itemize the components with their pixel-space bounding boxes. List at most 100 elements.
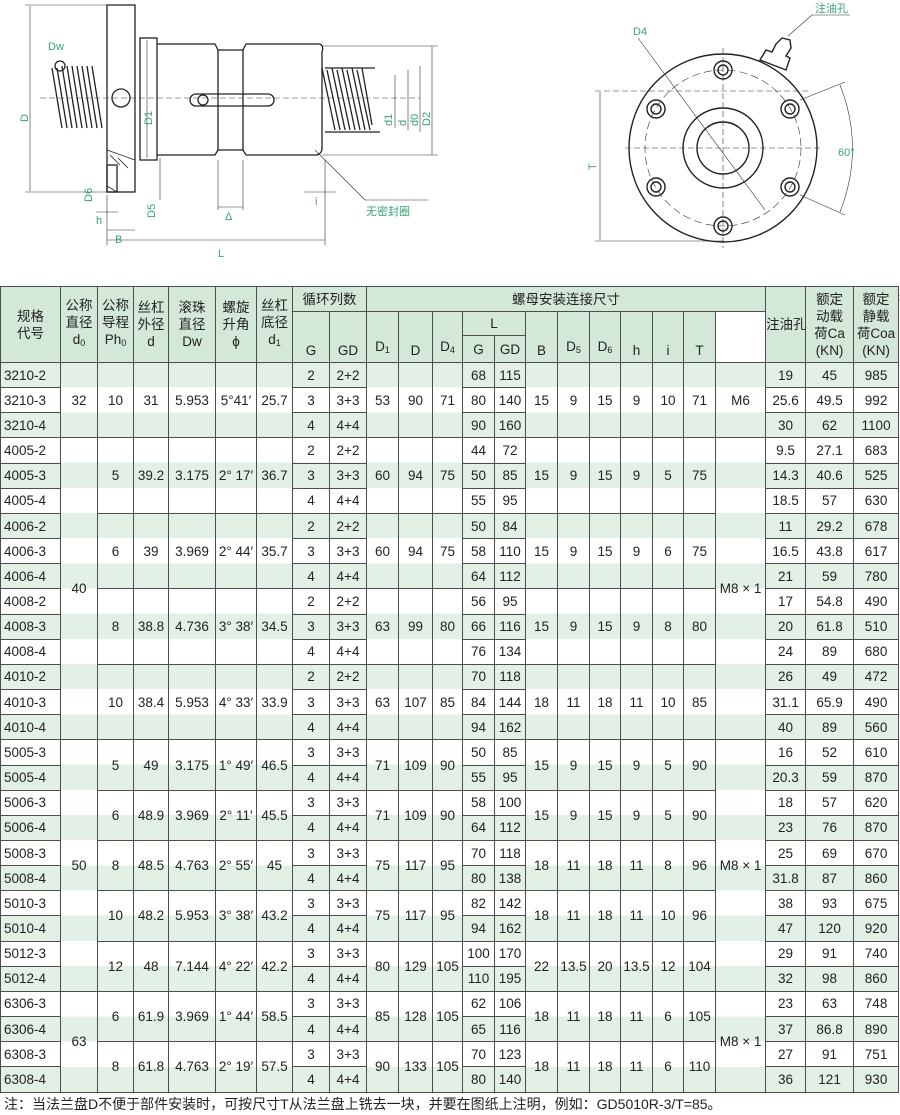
cell-kc: 860 xyxy=(853,865,900,892)
cell-phi: 2° 17′ xyxy=(215,437,257,514)
header-line: 荷Ca xyxy=(814,325,845,341)
cell-d1: 60 xyxy=(366,437,399,514)
cell-l-g: 58 xyxy=(462,789,495,816)
cell-model: 5006-4 xyxy=(0,814,61,841)
cell-gd: 4+4 xyxy=(329,915,367,942)
header-label: 注油孔 xyxy=(766,317,807,332)
cell-d1: 35.7 xyxy=(256,512,293,590)
header-coa: 额定 静载 荷Coa (KN) xyxy=(853,286,900,363)
cell-g: 3 xyxy=(292,1041,330,1068)
table-row: 6306-3 63 6 61.9 3.969 1° 44′ 58.5 3 3+3 85 128 105… xyxy=(0,990,900,1093)
cell-g: 4 xyxy=(292,412,330,439)
cell-l-g: 50 xyxy=(462,462,495,489)
cell-l-gd: 112 xyxy=(494,814,526,841)
cell-t: 104 xyxy=(683,940,716,992)
header-label: L xyxy=(490,316,498,331)
cell-kc: 860 xyxy=(853,965,900,992)
cell-coa: 59 xyxy=(805,764,855,791)
header-line: 额定 xyxy=(862,291,890,307)
header-line: 底径 xyxy=(261,315,288,330)
cell-dw: 5.953 xyxy=(168,361,216,439)
header-lg: G xyxy=(462,335,495,363)
cell-b: 15 xyxy=(525,739,558,791)
cell-coa: 98 xyxy=(805,965,855,992)
cell-h: 11 xyxy=(620,990,653,1043)
cell-coa: 63 xyxy=(805,990,855,1018)
cell-coa: 62 xyxy=(805,412,855,439)
header-symbol: D xyxy=(566,339,576,354)
cell-phi: 2° 19′ xyxy=(215,1041,257,1093)
cell-model: 4008-2 xyxy=(0,588,61,615)
header-subscript: 1 xyxy=(384,345,390,355)
cell-d6: 18 xyxy=(589,890,621,942)
cell-kc: 985 xyxy=(853,361,900,389)
table-row: 4010-2 10 38.4 5.953 4° 33′ 33.9 2 2+2 63 107 85 70… xyxy=(0,663,900,741)
cell-i: 6 xyxy=(652,990,684,1043)
label-d1: d1 xyxy=(383,114,395,126)
cell-h: 9 xyxy=(620,437,653,514)
header-row: 规格 代号 公称 直径 d0 公称 导程 Ph0 丝杠 外径 d 滚珠 直径 Dw 螺旋 升角 ϕ 丝杠 底径 d1 循… xyxy=(0,286,900,363)
cell-d1: 75 xyxy=(366,839,399,892)
header-symbol: B xyxy=(536,343,546,358)
cell-d1: 34.5 xyxy=(256,588,293,665)
cell-gd: 3+3 xyxy=(329,739,367,766)
cell-d: 31 xyxy=(133,361,169,439)
cell-dw: 3.969 xyxy=(168,512,216,590)
cell-kc: 751 xyxy=(853,1041,900,1068)
header-symbol: h xyxy=(632,343,641,358)
table-row: 4008-2 8 38.8 4.736 3° 38′ 34.5 2 2+2 63 99 80 56 95… xyxy=(0,588,900,665)
header-mount: 螺母安装连接尺寸 xyxy=(365,286,767,312)
header-symbol: D xyxy=(410,343,421,358)
header-subscript: 0 xyxy=(121,338,127,348)
cell-l-gd: 95 xyxy=(494,764,526,791)
cell-model: 4006-2 xyxy=(0,512,61,540)
cell-gd: 2+2 xyxy=(329,437,367,464)
header-d1: 丝杠 底径 d1 xyxy=(256,286,293,363)
cell-ca: 27 xyxy=(765,1041,807,1068)
table-row: 3210-4 4 4+4 90 160 30 62 1100 xyxy=(0,412,900,439)
cell-d: 99 xyxy=(398,588,433,665)
cell-kc: 1100 xyxy=(853,412,900,439)
label-no-seal: 无密封圈 xyxy=(366,204,410,218)
cell-d1: 53 xyxy=(366,361,399,439)
cell-d4: 85 xyxy=(432,663,463,741)
cell-l-gd: 162 xyxy=(494,714,526,741)
cell-l-gd: 140 xyxy=(494,1066,526,1093)
cell-ca: 16 xyxy=(765,739,807,766)
cell-d1: 42.2 xyxy=(256,940,293,992)
cell-coa: 120 xyxy=(805,915,855,942)
cell-gd: 4+4 xyxy=(329,487,367,514)
cell-l-gd: 144 xyxy=(494,689,526,716)
cell-b: 18 xyxy=(525,890,558,942)
cell-d: 109 xyxy=(398,739,433,791)
cell-phi: 5°41′ xyxy=(215,361,257,439)
cell-d6: 15 xyxy=(589,789,621,841)
label-d: d xyxy=(397,120,409,126)
cell-d1: 85 xyxy=(366,990,399,1043)
table-row: 4005-2 40 5 39.2 3.175 2° 17′ 36.7 2 2+2 60 94 75 44… xyxy=(0,437,900,741)
cell-l-g: 44 xyxy=(462,437,495,464)
cell-gd: 4+4 xyxy=(329,563,367,590)
cell-ph0: 8 xyxy=(97,839,134,892)
cell-b: 22 xyxy=(525,940,558,992)
header-label: G xyxy=(305,343,317,358)
cell-coa: 29.2 xyxy=(805,512,855,540)
cell-oil-hole: M8 × 1 xyxy=(714,990,767,1093)
cell-l-gd: 116 xyxy=(494,613,526,640)
cell-gd: 2+2 xyxy=(329,512,367,540)
cell-coa: 89 xyxy=(805,638,855,665)
cell-coa: 86.8 xyxy=(805,1016,855,1043)
cell-d6: 18 xyxy=(589,663,621,741)
cell-kc: 525 xyxy=(853,462,900,489)
cell-d: 48.2 xyxy=(133,890,169,942)
header-d0: 公称 直径 d0 xyxy=(60,286,98,363)
header-d6: D6 xyxy=(589,311,621,363)
cell-d5: 9 xyxy=(557,361,590,439)
cell-kc: 670 xyxy=(853,839,900,867)
cell-g: 4 xyxy=(292,563,330,590)
table-row: 4010-3 3 3+3 84 144 31.1 65.9 490 xyxy=(0,689,900,716)
cell-d0: 40 xyxy=(60,437,98,741)
cell-d6: 15 xyxy=(589,512,621,590)
cell-d0: 32 xyxy=(60,361,98,439)
label-dw: Dw xyxy=(48,41,64,53)
